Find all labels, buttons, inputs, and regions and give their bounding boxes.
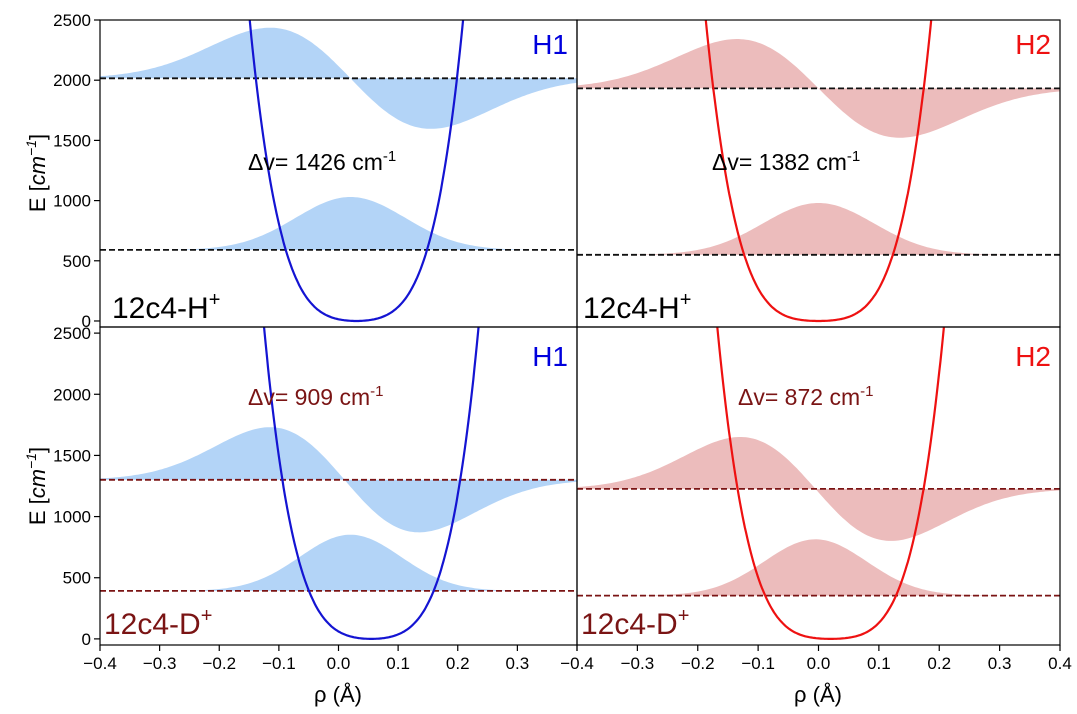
delta-text: Δv= 872 cm	[738, 384, 860, 410]
x-tick-label: −0.2	[202, 654, 236, 673]
potential-curve	[248, 20, 465, 323]
x-tick-label: 0.0	[327, 654, 351, 673]
system-text: 12c4-D	[581, 608, 678, 641]
wavefunction-ground-fill	[100, 197, 577, 250]
panel-top-left: 0 500 1000 1500 2000 2500 H1 Δv= 1426 cm-1 12…	[53, 11, 578, 331]
wavefunction-ground-fill	[577, 539, 1060, 596]
x-axis-label-right: ρ (Å)	[794, 682, 842, 707]
y-tick-label: 1500	[53, 446, 91, 465]
delta-sup: -1	[383, 148, 396, 165]
x-tick-label: −0.3	[143, 654, 177, 673]
panel-tag: H2	[1015, 29, 1051, 60]
wavefunction-excited-fill	[577, 39, 1060, 138]
system-label: 12c4-D+	[104, 605, 212, 641]
y-tick-label: 2500	[53, 11, 91, 30]
wavefunction-excited-fill	[577, 437, 1060, 541]
x-tick-label: 0.2	[446, 654, 470, 673]
x-tick-label: 0.0	[807, 654, 831, 673]
wavefunction-ground-fill	[100, 534, 577, 591]
potential-curve	[262, 327, 480, 640]
system-label: 12c4-H+	[112, 289, 220, 325]
plot-area-bottom-right	[577, 327, 1060, 640]
y-ticks-top-left: 0 500 1000 1500 2000 2500	[53, 11, 100, 331]
x-tick-label: −0.4	[560, 654, 594, 673]
ylabel-suffix: ]	[25, 447, 50, 453]
plot-area-top-right	[577, 20, 1060, 323]
y-tick-label: 1000	[53, 192, 91, 211]
system-text: 12c4-H	[112, 292, 209, 325]
system-text: 12c4-H	[583, 292, 680, 325]
y-tick-label: 500	[63, 569, 91, 588]
x-ticks-bottom-right: −0.4 −0.3 −0.2 −0.1 0.0 0.1 0.2 0.3 0.4	[560, 645, 1072, 673]
x-tick-label: 0.3	[506, 654, 530, 673]
y-axis-label-bottom: E [cm−1]	[23, 447, 50, 525]
panel-tag: H1	[532, 29, 568, 60]
wavefunction-excited-fill	[100, 427, 577, 533]
delta-text: Δv= 909 cm	[248, 384, 370, 410]
plot-area-bottom-left	[100, 327, 577, 640]
x-tick-label: −0.1	[262, 654, 296, 673]
x-tick-label: −0.1	[741, 654, 775, 673]
panel-tag: H1	[532, 341, 568, 372]
y-tick-label: 0	[82, 630, 91, 649]
y-tick-label: 500	[63, 252, 91, 271]
ylabel-prefix: E [	[25, 185, 50, 212]
ylabel-prefix: E [	[25, 498, 50, 525]
delta-sup: -1	[847, 148, 860, 165]
x-tick-label: −0.2	[681, 654, 715, 673]
ylabel-sup: −1	[23, 453, 39, 469]
ylabel-unit: cm	[25, 469, 50, 498]
y-axis-label-top: E [cm−1]	[23, 134, 50, 212]
x-tick-label: 0.2	[927, 654, 951, 673]
panel-top-right: H2 Δv= 1382 cm-1 12c4-H+	[576, 19, 1061, 328]
system-sup: +	[680, 289, 692, 311]
ylabel-suffix: ]	[25, 134, 50, 140]
panel-bottom-right: −0.4 −0.3 −0.2 −0.1 0.0 0.1 0.2 0.3 0.4 H2 Δv= 8…	[560, 326, 1072, 673]
y-tick-label: 1000	[53, 508, 91, 527]
delta-annotation: Δv= 1382 cm-1	[712, 148, 860, 175]
system-text: 12c4-D	[104, 608, 201, 641]
x-tick-label: 0.4	[1048, 654, 1072, 673]
x-tick-label: 0.3	[988, 654, 1012, 673]
system-label: 12c4-D+	[581, 605, 689, 641]
delta-sup: -1	[370, 383, 383, 400]
system-sup: +	[209, 289, 221, 311]
y-tick-label: 2000	[53, 385, 91, 404]
potential-curve	[716, 327, 946, 640]
y-ticks-bottom-left: 0 500 1000 1500 2000 2500	[53, 324, 100, 649]
x-tick-label: 0.1	[867, 654, 891, 673]
delta-text: Δv= 1426 cm	[248, 149, 383, 175]
plot-area-top-left	[100, 20, 577, 323]
system-sup: +	[201, 605, 213, 627]
panel-tag: H2	[1015, 341, 1051, 372]
x-axis-label-left: ρ (Å)	[314, 682, 362, 707]
y-tick-label: 0	[82, 312, 91, 331]
y-tick-label: 1500	[53, 131, 91, 150]
y-tick-label: 2000	[53, 71, 91, 90]
system-sup: +	[678, 605, 690, 627]
delta-annotation: Δv= 872 cm-1	[738, 383, 873, 410]
delta-annotation: Δv= 909 cm-1	[248, 383, 383, 410]
y-tick-label: 2500	[53, 324, 91, 343]
delta-sup: -1	[860, 383, 873, 400]
x-tick-label: 0.1	[386, 654, 410, 673]
ylabel-sup: −1	[23, 140, 39, 156]
x-ticks-bottom-left: −0.4 −0.3 −0.2 −0.1 0.0 0.1 0.2 0.3	[83, 645, 578, 673]
system-label: 12c4-H+	[583, 289, 691, 325]
panel-bottom-left: 0 500 1000 1500 2000 2500 −0.4 −0.3 −0.2 −0.1 0.0…	[53, 324, 578, 673]
delta-annotation: Δv= 1426 cm-1	[248, 148, 396, 175]
x-tick-label: −0.3	[621, 654, 655, 673]
potential-curve	[704, 20, 933, 323]
x-tick-label: −0.4	[83, 654, 117, 673]
ylabel-unit: cm	[25, 156, 50, 185]
wavefunction-ground-fill	[577, 203, 1060, 255]
delta-text: Δv= 1382 cm	[712, 149, 847, 175]
